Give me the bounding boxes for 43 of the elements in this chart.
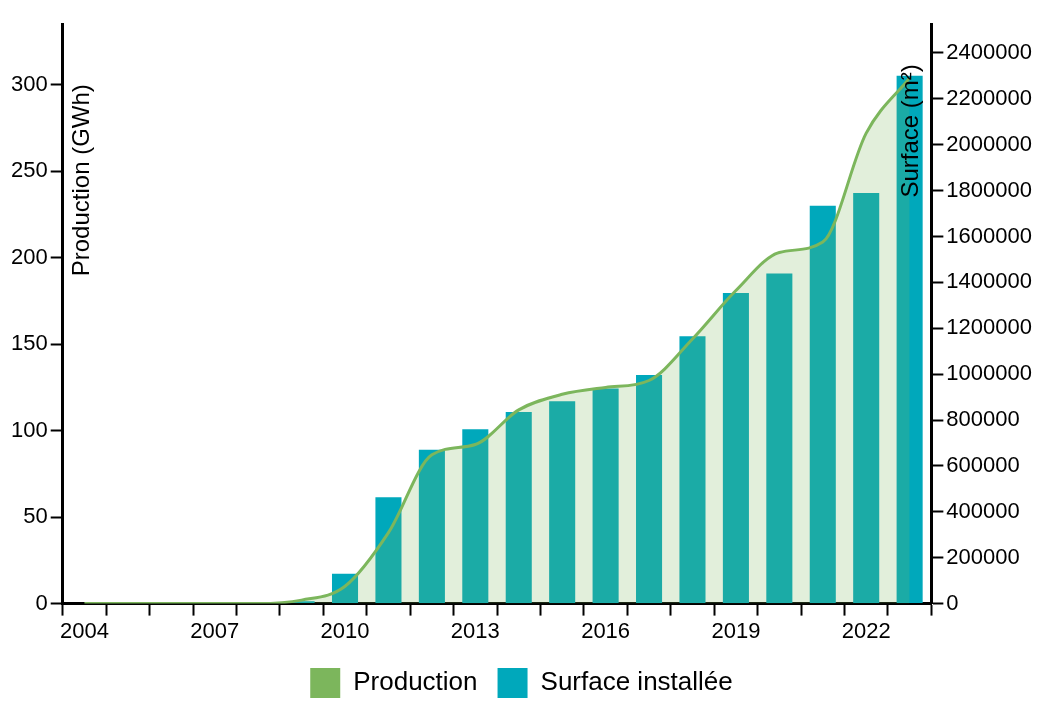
bar: [722, 292, 749, 604]
y2-tick-label: 2000000: [946, 130, 1033, 156]
y-tick-label: 150: [10, 330, 48, 356]
bar: [462, 429, 489, 604]
bar: [853, 193, 880, 604]
x-tick-label: 2004: [59, 617, 109, 643]
y2-tick-label: 1800000: [946, 176, 1033, 202]
bar: [375, 497, 402, 604]
y2-tick-label: 1200000: [946, 314, 1033, 340]
bar: [505, 412, 532, 604]
x-tick-label: 2016: [581, 617, 631, 643]
y2-tick-label: 2200000: [946, 84, 1033, 110]
y2-axis-title: Surface (m²): [895, 64, 923, 198]
bar: [549, 401, 576, 604]
x-tick-label: 2013: [450, 617, 500, 643]
bar: [636, 375, 663, 604]
x-tick-label: 2022: [841, 617, 891, 643]
y2-tick-label: 400000: [946, 497, 1020, 523]
bar: [766, 273, 793, 604]
x-tick-label: 2010: [320, 617, 370, 643]
bar: [679, 336, 706, 604]
y-tick-label: 300: [10, 70, 48, 96]
y-tick-label: 250: [10, 157, 48, 183]
y2-tick-label: 0: [946, 589, 959, 615]
legend-label: Production: [353, 666, 478, 697]
x-tick-label: 2019: [711, 617, 761, 643]
x-tick-label: 2007: [190, 617, 240, 643]
y-tick-label: 200: [10, 243, 48, 269]
y2-tick-label: 1000000: [946, 360, 1033, 386]
bar: [809, 205, 836, 604]
y2-tick-label: 800000: [946, 406, 1020, 432]
legend-label: Surface installée: [540, 666, 733, 697]
y2-tick-label: 1600000: [946, 222, 1033, 248]
bar: [418, 449, 445, 604]
bar: [592, 388, 619, 604]
y-tick-label: 0: [35, 589, 48, 615]
y2-tick-label: 1400000: [946, 268, 1033, 294]
y2-tick-label: 200000: [946, 543, 1020, 569]
y-tick-label: 100: [10, 416, 48, 442]
y2-tick-label: 2400000: [946, 38, 1033, 64]
y-axis-title: Production (GWh): [67, 84, 95, 277]
y-tick-label: 50: [23, 503, 48, 529]
y2-tick-label: 600000: [946, 451, 1020, 477]
